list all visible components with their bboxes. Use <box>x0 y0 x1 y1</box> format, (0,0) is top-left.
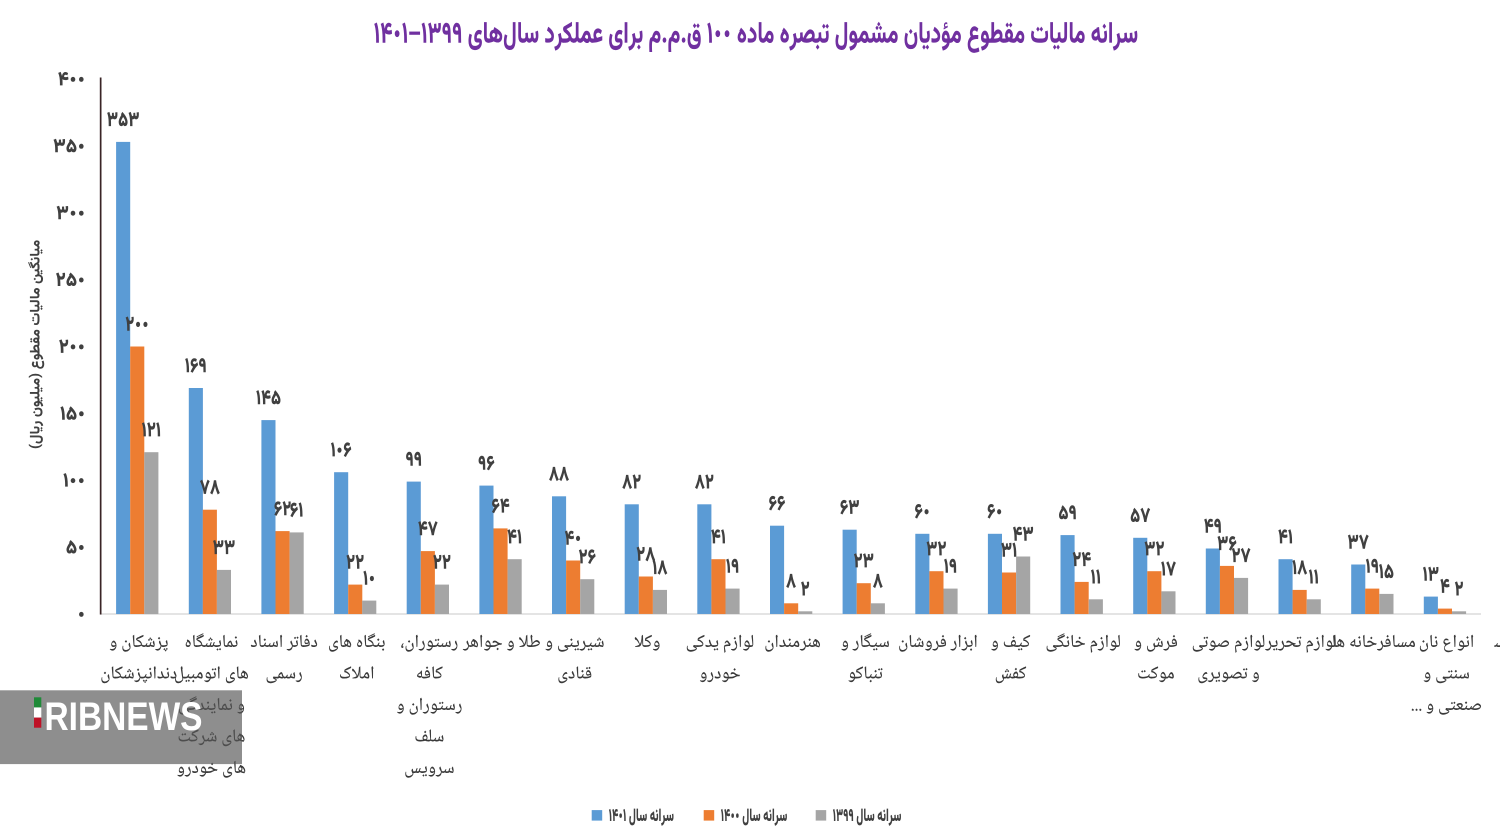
svg-text:RIBNEWS: RIBNEWS <box>45 695 203 739</box>
